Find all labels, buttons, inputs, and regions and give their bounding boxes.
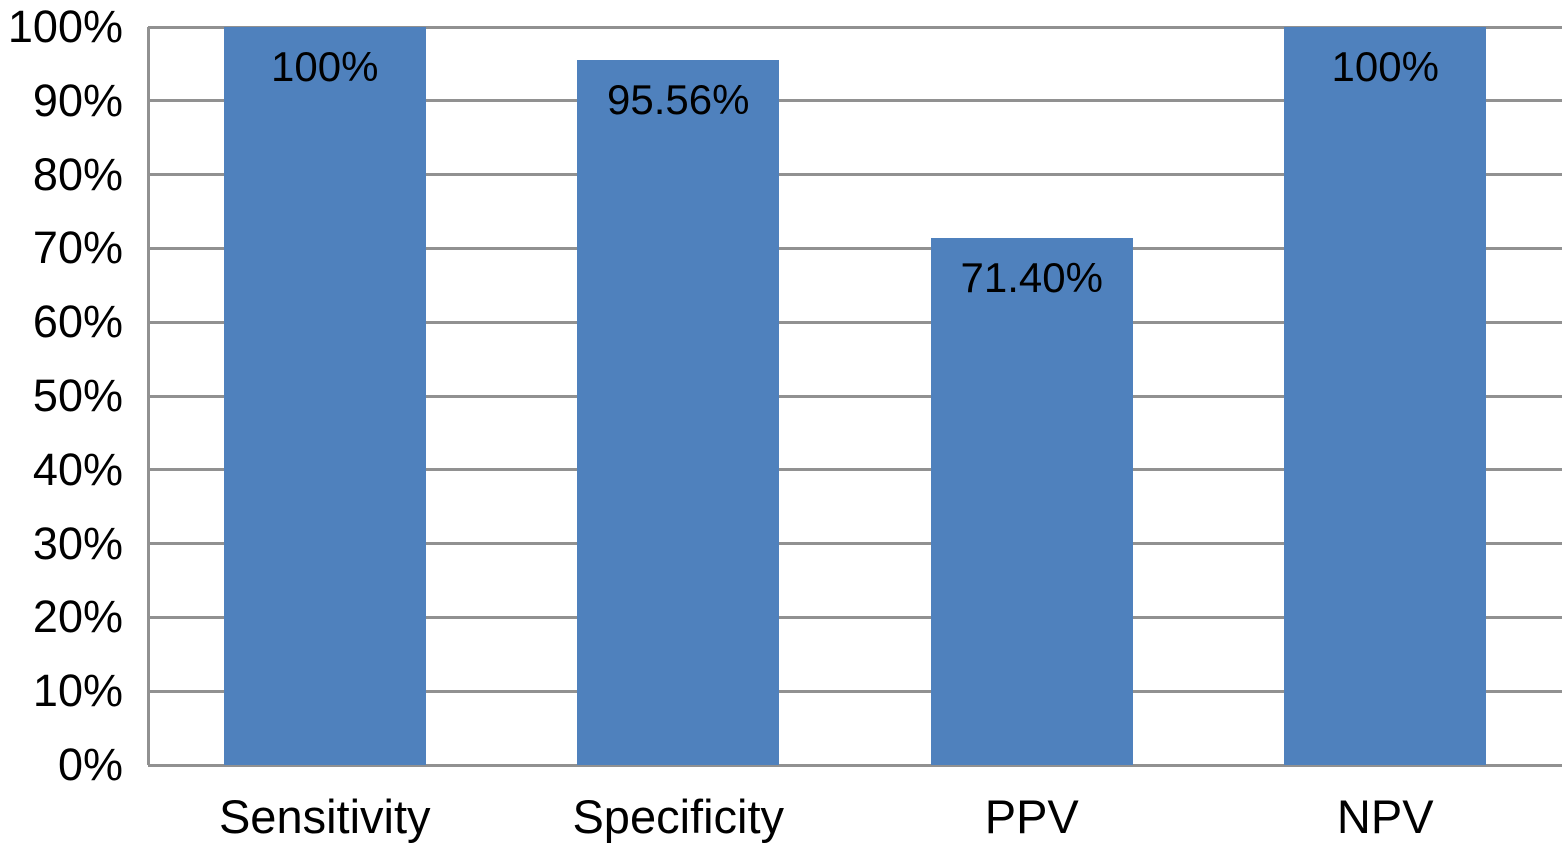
bar-sensitivity bbox=[223, 27, 426, 765]
y-tick-label: 50% bbox=[32, 370, 123, 421]
y-axis-line bbox=[146, 27, 150, 765]
y-tick-label: 60% bbox=[32, 296, 123, 348]
gridline bbox=[148, 615, 1562, 619]
bar-value-label: 95.56% bbox=[607, 75, 750, 123]
gridline bbox=[148, 25, 1562, 29]
gridline bbox=[148, 173, 1562, 177]
gridline bbox=[148, 99, 1562, 103]
gridline bbox=[148, 394, 1562, 398]
y-tick-label: 20% bbox=[32, 591, 123, 643]
y-tick-label: 10% bbox=[32, 665, 123, 717]
y-tick-label: 100% bbox=[7, 1, 123, 52]
y-tick-label: 70% bbox=[32, 222, 123, 274]
y-tick-label: 90% bbox=[32, 74, 123, 126]
bar-npv bbox=[1284, 27, 1487, 765]
x-axis-baseline bbox=[148, 763, 1562, 767]
x-tick-label-ppv: PPV bbox=[984, 790, 1079, 843]
y-tick-label: 30% bbox=[32, 517, 123, 569]
gridline bbox=[148, 689, 1562, 693]
gridline bbox=[148, 246, 1562, 250]
gridline bbox=[148, 320, 1562, 324]
x-tick-label-npv: NPV bbox=[1336, 790, 1434, 843]
bar-ppv bbox=[930, 238, 1133, 765]
bar-value-label: 100% bbox=[271, 43, 379, 90]
bar-value-label: 100% bbox=[1331, 43, 1439, 90]
gridline bbox=[148, 468, 1562, 472]
x-tick-label-sensitivity: Sensitivity bbox=[218, 790, 431, 843]
y-tick-label: 80% bbox=[32, 148, 123, 200]
y-tick-label: 40% bbox=[32, 443, 123, 495]
x-tick-label-specificity: Specificity bbox=[572, 790, 785, 843]
gridline bbox=[148, 542, 1562, 546]
bar-specificity bbox=[577, 59, 780, 765]
bar-value-label: 71.40% bbox=[960, 254, 1103, 302]
y-tick-label: 0% bbox=[57, 739, 123, 790]
